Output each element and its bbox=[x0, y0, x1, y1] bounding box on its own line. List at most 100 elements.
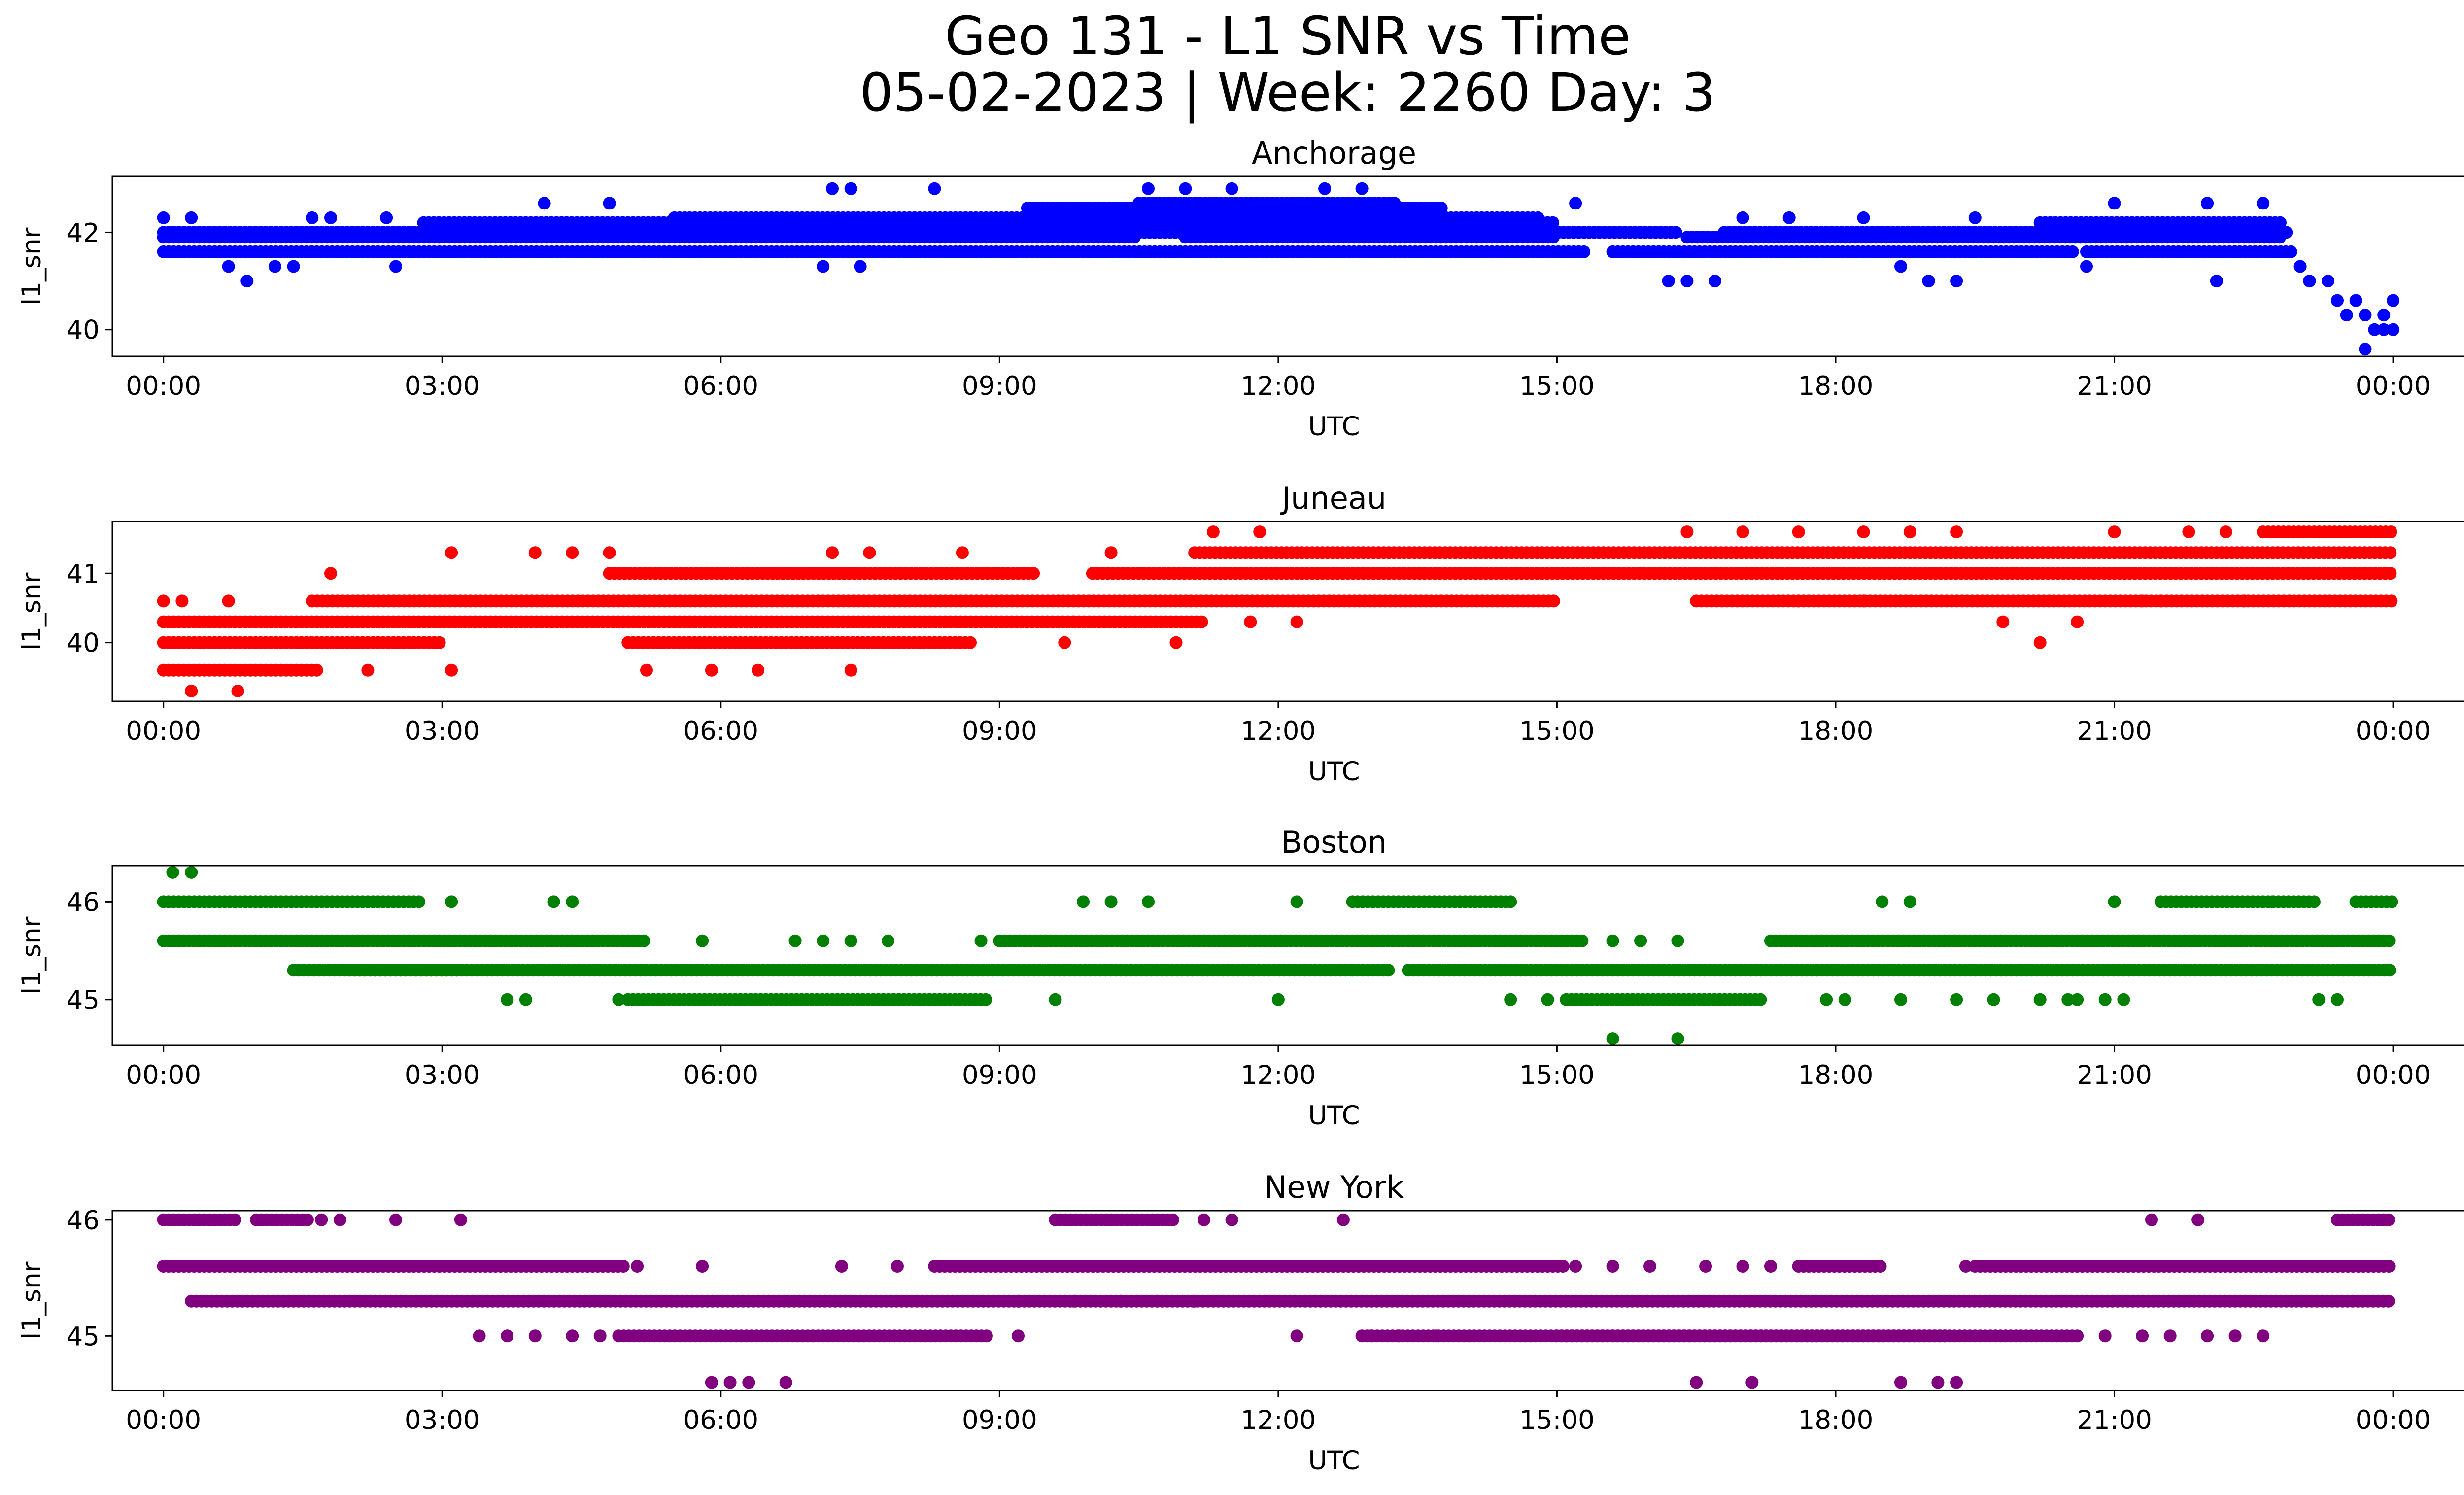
data-point bbox=[752, 663, 765, 677]
data-point bbox=[2108, 197, 2121, 210]
data-point bbox=[854, 260, 867, 273]
data-point bbox=[287, 260, 300, 273]
data-point bbox=[1225, 182, 1238, 195]
y-tick-label: 41 bbox=[67, 559, 100, 589]
data-point bbox=[2117, 993, 2130, 1006]
data-point bbox=[1569, 197, 1582, 210]
data-point bbox=[2385, 895, 2398, 908]
data-point bbox=[2071, 993, 2084, 1006]
data-point bbox=[1058, 636, 1071, 649]
x-tick-label: 03:00 bbox=[405, 1060, 480, 1090]
data-point bbox=[1894, 260, 1907, 273]
juneau-points bbox=[157, 525, 2398, 697]
data-point bbox=[1736, 525, 1749, 539]
data-point bbox=[2387, 323, 2400, 336]
data-point bbox=[538, 197, 551, 210]
data-point bbox=[1575, 934, 1589, 947]
data-point bbox=[612, 993, 625, 1006]
new-york-title: New York bbox=[1264, 1169, 1404, 1205]
data-point bbox=[882, 934, 895, 947]
data-point bbox=[547, 895, 560, 908]
x-tick-label: 15:00 bbox=[1519, 716, 1595, 746]
y-tick-label: 40 bbox=[67, 628, 100, 659]
x-tick-label: 03:00 bbox=[405, 716, 480, 746]
data-point bbox=[1355, 182, 1369, 195]
data-point bbox=[2257, 197, 2270, 210]
data-point bbox=[2098, 993, 2112, 1006]
data-point bbox=[2108, 525, 2121, 539]
data-point bbox=[2033, 636, 2047, 649]
juneau-axes-frame bbox=[111, 521, 2464, 702]
data-point bbox=[2377, 309, 2391, 322]
data-point bbox=[166, 866, 179, 879]
data-point bbox=[1365, 226, 1378, 239]
data-point bbox=[2331, 294, 2344, 307]
x-tick-label: 00:00 bbox=[126, 1060, 201, 1090]
data-point bbox=[1708, 275, 1721, 288]
data-point bbox=[2066, 245, 2079, 258]
data-point bbox=[519, 993, 532, 1006]
data-point bbox=[1939, 1329, 1952, 1343]
data-point bbox=[1792, 594, 1805, 608]
data-point bbox=[1179, 182, 1192, 195]
data-point bbox=[1435, 202, 1448, 215]
boston-title: Boston bbox=[1281, 824, 1387, 860]
data-point bbox=[2307, 895, 2321, 908]
data-point bbox=[2384, 546, 2397, 559]
data-point bbox=[2384, 567, 2397, 580]
data-point bbox=[231, 684, 244, 697]
data-point bbox=[1857, 594, 1870, 608]
anchorage-points bbox=[157, 182, 2400, 356]
anchorage-x-axis-label: UTC bbox=[1308, 412, 1360, 442]
data-point bbox=[863, 546, 876, 559]
x-tick-label: 00:00 bbox=[126, 371, 201, 401]
x-tick-label: 00:00 bbox=[2356, 716, 2431, 746]
data-point bbox=[175, 594, 189, 608]
data-point bbox=[928, 182, 941, 195]
data-point bbox=[1987, 993, 2000, 1006]
data-point bbox=[2387, 294, 2400, 307]
data-point bbox=[2071, 615, 2084, 628]
data-point bbox=[1290, 895, 1303, 908]
data-point bbox=[2061, 993, 2075, 1006]
data-point bbox=[1382, 964, 1395, 977]
x-tick-label: 00:00 bbox=[126, 716, 201, 746]
data-point bbox=[1234, 226, 1248, 239]
data-point bbox=[2293, 260, 2307, 273]
data-point bbox=[1049, 993, 1062, 1006]
y-tick-label: 42 bbox=[67, 218, 100, 248]
data-point bbox=[1968, 211, 1982, 224]
data-point bbox=[817, 934, 830, 947]
data-point bbox=[185, 684, 198, 697]
data-point bbox=[2349, 294, 2362, 307]
x-tick-label: 06:00 bbox=[683, 1060, 758, 1090]
data-point bbox=[1195, 615, 1208, 628]
boston-axes-frame bbox=[111, 865, 2464, 1046]
data-point bbox=[1504, 895, 1517, 908]
data-point bbox=[1104, 546, 1118, 559]
data-point bbox=[2312, 993, 2326, 1006]
data-point bbox=[1531, 211, 1544, 224]
data-point bbox=[1950, 993, 1963, 1006]
data-point bbox=[603, 546, 616, 559]
data-point bbox=[2322, 275, 2335, 288]
anchorage-y-axis-label: l1_snr bbox=[17, 227, 47, 305]
data-point bbox=[306, 211, 319, 224]
data-point bbox=[1318, 182, 1332, 195]
data-point bbox=[1996, 615, 2010, 628]
data-point bbox=[1142, 182, 1155, 195]
data-point bbox=[1680, 525, 1694, 539]
data-point bbox=[1736, 211, 1749, 224]
data-point bbox=[528, 546, 542, 559]
data-point bbox=[501, 993, 514, 1006]
data-point bbox=[1142, 895, 1155, 908]
y-tick-label: 45 bbox=[67, 985, 100, 1015]
data-point bbox=[1820, 993, 1833, 1006]
y-tick-label: 40 bbox=[67, 315, 100, 346]
data-point bbox=[380, 211, 393, 224]
x-tick-label: 21:00 bbox=[2077, 716, 2152, 746]
